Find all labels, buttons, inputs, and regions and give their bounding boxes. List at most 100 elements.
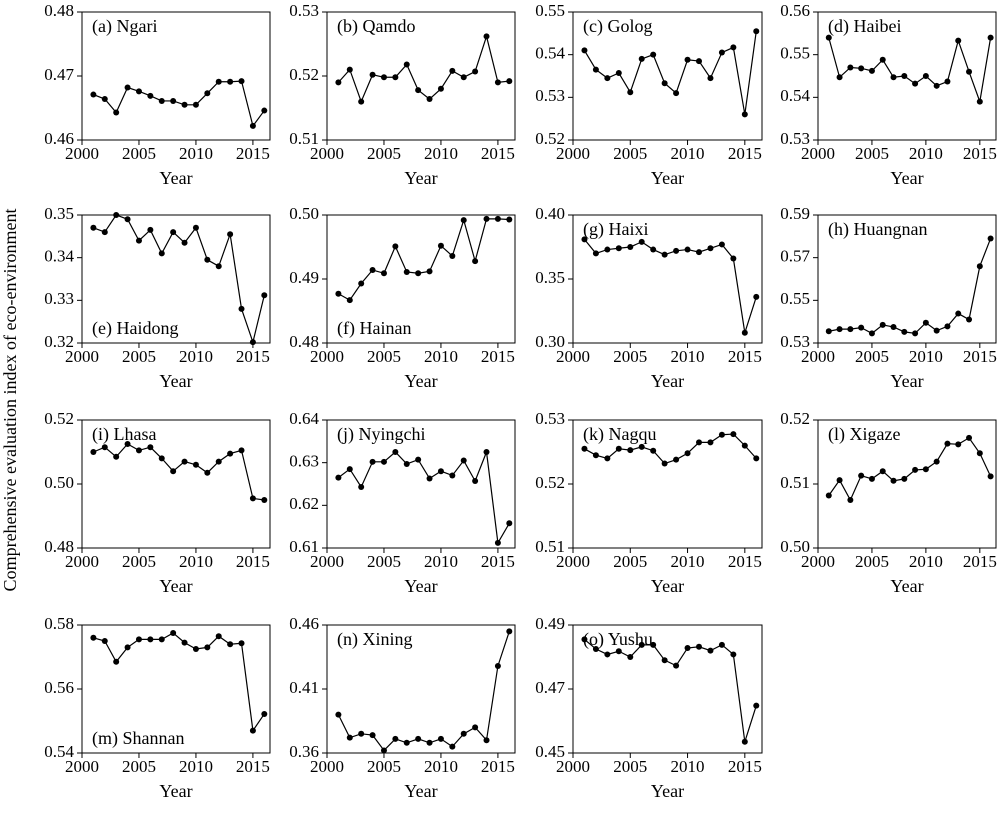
data-point	[437, 242, 444, 249]
x-tick-label: 2015	[728, 347, 762, 366]
series-line	[93, 214, 265, 345]
x-tick-label: 2015	[481, 144, 515, 163]
y-tick-label: 0.35	[44, 204, 74, 223]
x-tick-label: 2010	[424, 144, 458, 163]
data-point	[684, 56, 691, 63]
data-point	[170, 468, 177, 475]
data-point	[170, 229, 177, 236]
series-line	[828, 37, 992, 104]
x-axis-label: Year	[651, 168, 684, 188]
y-tick-label: 0.54	[780, 86, 810, 105]
data-point	[615, 245, 622, 252]
data-point	[147, 226, 154, 233]
series-line	[584, 638, 757, 742]
x-axis-label: Year	[651, 576, 684, 596]
y-tick-label: 0.52	[535, 473, 565, 492]
x-tick-label: 2005	[367, 144, 401, 163]
x-tick-label: 2015	[481, 347, 515, 366]
x-axis-label: Year	[651, 781, 684, 801]
data-point	[825, 34, 832, 41]
data-point	[227, 450, 234, 457]
data-point	[335, 711, 342, 718]
data-point	[868, 67, 875, 74]
x-tick-label: 2010	[179, 144, 213, 163]
y-tick-label: 0.51	[289, 129, 319, 148]
data-point	[847, 497, 854, 503]
data-point	[718, 241, 725, 248]
y-tick-label: 0.34	[44, 247, 74, 266]
data-point	[506, 216, 513, 223]
data-point	[238, 447, 245, 454]
y-tick-label: 0.52	[44, 409, 74, 428]
data-point	[426, 96, 433, 103]
data-point	[261, 107, 268, 114]
y-tick-label: 0.64	[289, 409, 319, 428]
data-point	[369, 732, 376, 739]
data-point	[238, 640, 245, 647]
x-tick-label: 2000	[556, 757, 590, 776]
data-point	[604, 246, 611, 253]
data-point	[730, 431, 737, 438]
series-line	[337, 631, 510, 752]
data-point	[901, 73, 908, 79]
x-axis-label: Year	[159, 371, 192, 391]
x-tick-label: 2015	[963, 552, 997, 571]
plot-frame	[572, 11, 763, 141]
y-tick-label: 0.54	[44, 742, 74, 761]
data-point	[403, 61, 410, 68]
data-point	[673, 247, 680, 254]
data-point	[460, 74, 467, 81]
data-point	[753, 702, 760, 709]
y-tick-label: 0.57	[780, 247, 810, 266]
data-point	[847, 326, 854, 333]
series-line	[338, 451, 510, 545]
data-point	[718, 431, 725, 438]
data-point	[415, 270, 422, 277]
data-point	[392, 243, 399, 250]
data-point	[215, 458, 222, 465]
data-point	[249, 122, 256, 129]
data-point	[933, 458, 940, 465]
data-point	[627, 447, 634, 454]
data-point	[437, 735, 444, 742]
data-point	[358, 98, 365, 105]
y-tick-label: 0.32	[44, 332, 74, 351]
data-point	[901, 475, 908, 482]
data-point	[101, 229, 108, 236]
data-point	[380, 270, 387, 277]
data-point	[879, 56, 886, 63]
data-point	[912, 330, 919, 337]
data-point	[684, 246, 691, 253]
x-tick-label: 2005	[855, 144, 889, 163]
x-tick-label: 2010	[424, 757, 458, 776]
panel-title: (c) Golog	[583, 16, 652, 37]
data-point	[170, 97, 177, 104]
data-point	[673, 662, 680, 669]
data-point	[922, 466, 929, 473]
data-point	[879, 321, 886, 328]
y-tick-label: 0.53	[780, 129, 810, 148]
data-point	[426, 268, 433, 275]
data-point	[181, 239, 188, 246]
data-point	[506, 628, 513, 635]
data-point	[460, 217, 467, 224]
data-point	[90, 634, 97, 641]
data-point	[615, 648, 622, 655]
data-point	[124, 644, 131, 651]
y-tick-label: 0.56	[780, 1, 810, 20]
data-point	[615, 445, 622, 452]
data-point	[181, 101, 188, 108]
series-line	[93, 443, 265, 501]
y-tick-label: 0.56	[44, 678, 74, 697]
data-point	[380, 747, 387, 754]
x-axis-label: Year	[159, 781, 192, 801]
y-tick-label: 0.59	[780, 204, 810, 223]
data-point	[90, 91, 97, 98]
data-point	[673, 90, 680, 97]
x-tick-label: 2000	[801, 144, 835, 163]
data-point	[437, 85, 444, 92]
data-point	[346, 734, 353, 741]
data-point	[890, 74, 897, 81]
x-axis-label: Year	[651, 371, 684, 391]
data-point	[661, 460, 668, 467]
